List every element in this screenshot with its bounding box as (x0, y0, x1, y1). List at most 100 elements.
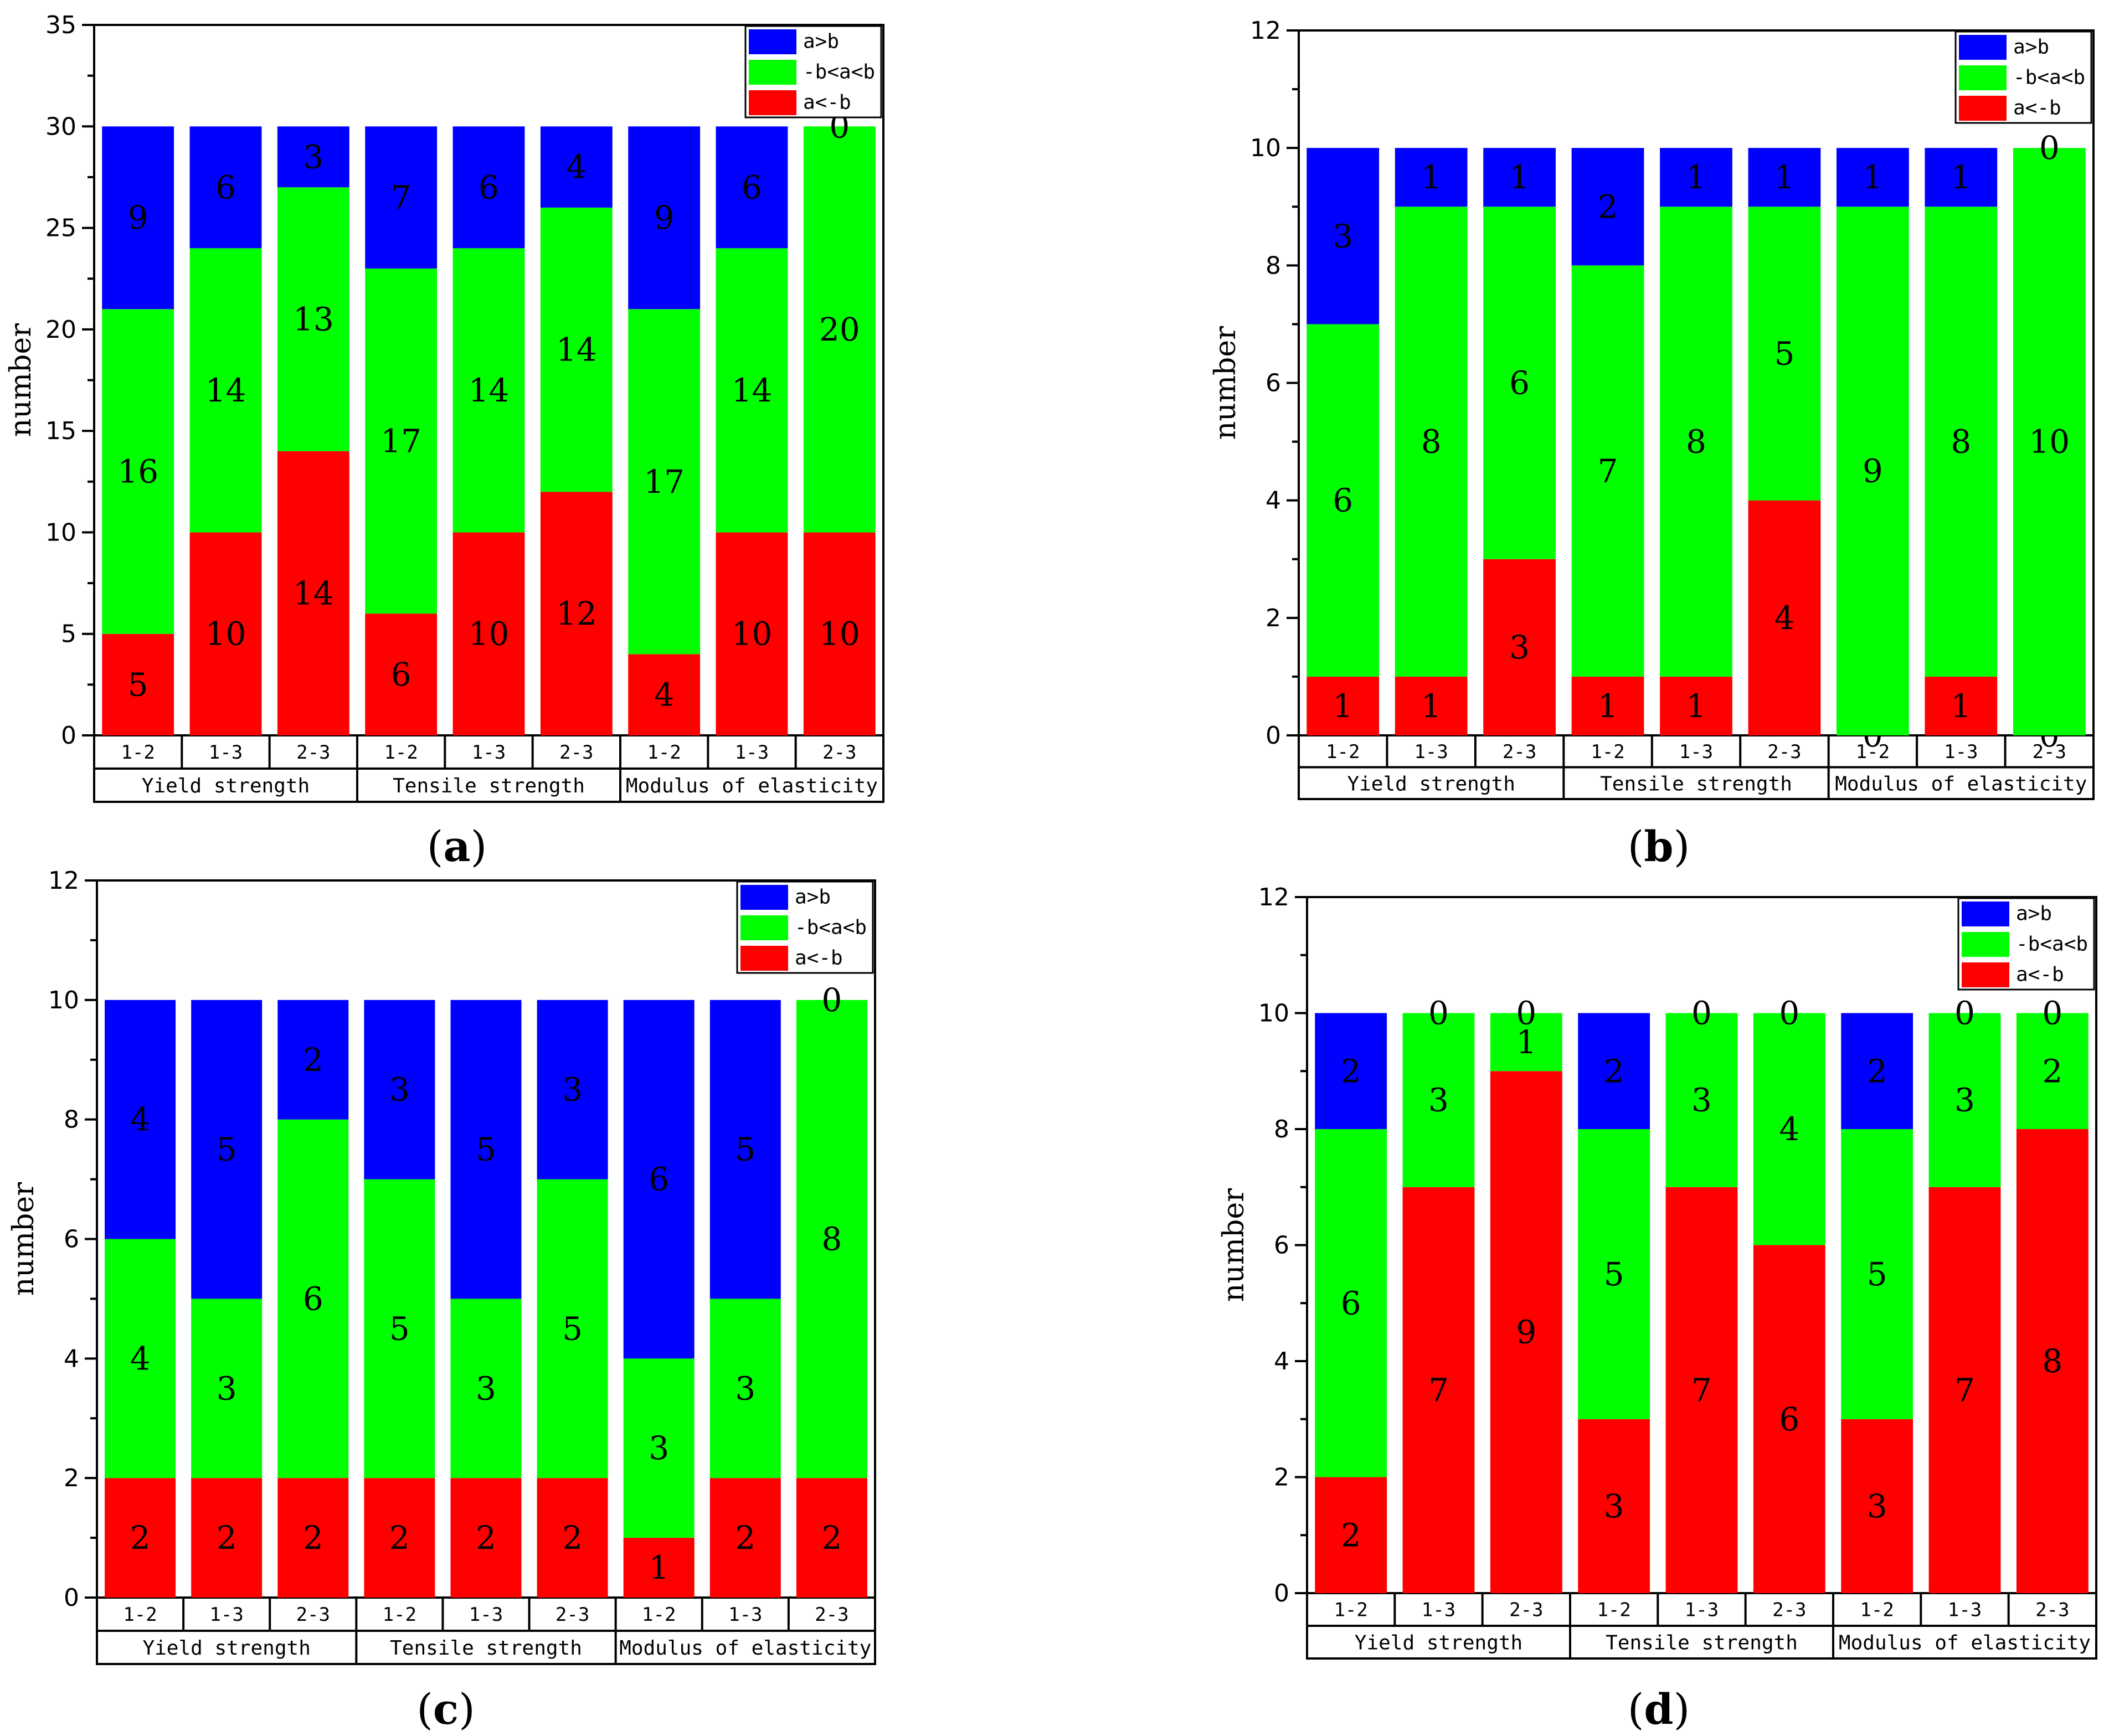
data-label: 8 (821, 1220, 842, 1258)
legend-swatch (740, 915, 788, 940)
category-label: 2-3 (296, 741, 330, 764)
bar-segment-ab (1748, 148, 1821, 207)
data-label: 0 (1779, 995, 1799, 1032)
data-label: 10 (819, 615, 860, 653)
legend-swatch (1962, 932, 2009, 957)
y-tick-label: 2 (1266, 604, 1281, 632)
y-tick-label: 15 (45, 417, 76, 445)
group-label: Modulus of elasticity (1839, 1632, 2091, 1655)
bar-segment-ab (1841, 1013, 1913, 1129)
bar-segment-ab (277, 126, 349, 188)
bar-segment-bab (365, 268, 438, 614)
bar-segment-ab (365, 126, 438, 269)
data-label: 4 (130, 1101, 151, 1139)
y-tick-label: 6 (1266, 369, 1281, 398)
data-label: 10 (205, 615, 246, 653)
legend-swatch (749, 90, 796, 115)
data-label: 3 (562, 1071, 583, 1109)
data-label: 3 (1954, 1081, 1975, 1119)
bar-segment-ab (277, 1000, 349, 1120)
bar-segment-ab (1578, 1013, 1650, 1129)
data-label: 1 (1421, 687, 1442, 725)
bar-segment-ab (365, 614, 438, 735)
data-label: 1 (1598, 687, 1618, 725)
y-tick-label: 0 (1274, 1579, 1289, 1608)
bar-segment-bab (2013, 148, 2086, 736)
group-label: Modulus of elasticity (1835, 772, 2087, 795)
data-label: 1 (1509, 158, 1530, 196)
data-label: 6 (215, 168, 236, 206)
bar-segment-ab (716, 532, 788, 735)
category-label: 1-2 (384, 741, 418, 764)
data-label: 5 (562, 1310, 583, 1347)
y-tick-label: 5 (61, 620, 76, 648)
y-tick-label: 0 (64, 1584, 79, 1612)
group-label: Tensile strength (1600, 772, 1792, 795)
data-label: 7 (1428, 1371, 1449, 1409)
data-label: 1 (649, 1549, 669, 1586)
data-label: 0 (1691, 995, 1712, 1032)
bar-segment-ab (364, 1478, 435, 1598)
category-label: 2-3 (1509, 1599, 1543, 1621)
data-label: 6 (649, 1161, 669, 1198)
bar-segment-bab (537, 1179, 608, 1479)
bar-segment-bab (623, 1358, 695, 1538)
bar-segment-ab (452, 532, 525, 735)
data-label: 14 (556, 331, 597, 369)
bar-segment-ab (540, 492, 613, 735)
category-label: 1-3 (1414, 741, 1448, 763)
bar-segment-ab (540, 126, 613, 208)
data-label: 2 (476, 1519, 496, 1557)
data-label: 8 (1951, 423, 1971, 461)
bar-segment-ab (277, 1478, 349, 1598)
bar-segment-bab (2016, 1013, 2089, 1129)
category-label: 2-3 (1767, 741, 1801, 763)
data-label: 14 (732, 372, 773, 409)
panel-caption: (b) (1628, 822, 1690, 871)
bar-segment-ab (1928, 1187, 2001, 1593)
bar-segment-ab (537, 1478, 608, 1598)
bar-segment-bab (1306, 324, 1380, 677)
data-label: 14 (469, 372, 510, 409)
y-tick-label: 0 (1266, 722, 1281, 750)
bar-segment-ab (796, 1478, 867, 1598)
data-label: 2 (735, 1519, 755, 1557)
bar-segment-ab (1571, 148, 1644, 266)
legend-label: -b<a<b (2013, 66, 2085, 89)
y-tick-label: 12 (1258, 883, 1289, 911)
bar-segment-bab (364, 1179, 435, 1479)
bar-segment-bab (1402, 1013, 1475, 1187)
data-label: 10 (469, 615, 510, 653)
bar-segment-ab (709, 1000, 781, 1299)
data-label: 2 (1598, 188, 1618, 225)
bar-segment-bab (105, 1239, 176, 1479)
data-label: 1 (1686, 158, 1706, 196)
y-tick-label: 6 (1274, 1232, 1289, 1260)
data-label: 8 (1421, 423, 1442, 461)
group-label: Yield strength (1347, 772, 1515, 795)
legend: a>b -b<a<b a<-b (1954, 30, 2092, 124)
bar-segment-ab (1925, 676, 1998, 735)
bar-segment-ab (537, 1000, 608, 1179)
bar-segment-ab (105, 1000, 176, 1239)
bar-segment-ab (1665, 1187, 1738, 1593)
category-label: 1-2 (123, 1604, 157, 1626)
group-label: Modulus of elasticity (626, 775, 878, 797)
data-label: 2 (1341, 1516, 1361, 1554)
legend-swatch (1962, 962, 2009, 987)
group-label: Tensile strength (390, 1637, 582, 1660)
legend-swatch (1962, 902, 2009, 926)
legend-swatch (740, 946, 788, 971)
bar-segment-bab (709, 1299, 781, 1479)
y-tick-label: 2 (1274, 1464, 1289, 1492)
data-label: 7 (1598, 452, 1618, 490)
y-axis-label: number (7, 1182, 40, 1296)
data-label: 3 (389, 1071, 410, 1109)
panel-caption: (c) (416, 1685, 475, 1733)
bar-segment-ab (105, 1478, 176, 1598)
bar-segment-bab (803, 126, 876, 533)
category-label: 1-2 (1597, 1599, 1630, 1621)
